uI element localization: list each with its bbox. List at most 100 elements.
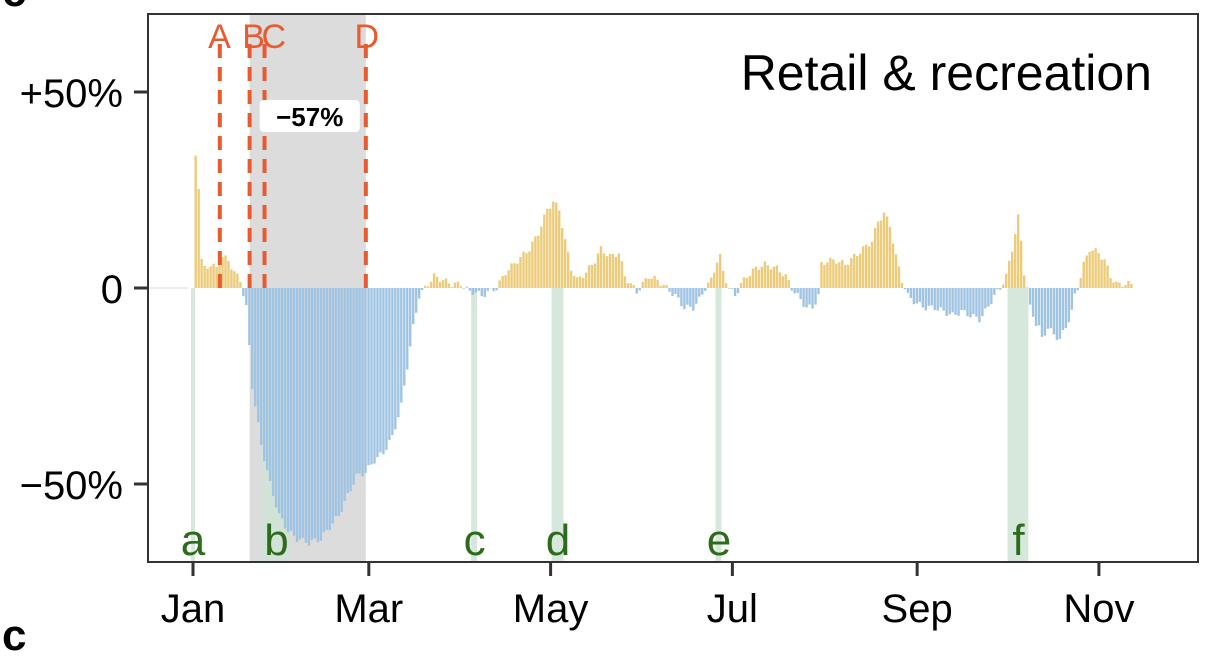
bar-day-72: [403, 288, 406, 386]
bar-day-140: [605, 256, 609, 288]
bar-day-45: [322, 288, 326, 533]
bar-day-113: [525, 253, 528, 288]
bar-day-312: [1118, 282, 1121, 288]
bar-day-199: [781, 276, 784, 288]
bar-day-50: [337, 288, 340, 516]
bar-day-296: [1070, 288, 1073, 310]
bar-day-316: [1130, 284, 1133, 288]
bar-day-109: [513, 263, 516, 288]
bar-day-8: [212, 263, 215, 288]
shaded-period-label-box: [259, 100, 360, 132]
bar-day-204: [796, 288, 799, 293]
bar-day-151: [638, 288, 641, 291]
bar-day-96: [474, 288, 477, 293]
bar-day-272: [999, 288, 1002, 290]
bar-day-270: [993, 288, 996, 295]
bar-day-94: [468, 288, 472, 291]
bar-day-11: [221, 257, 224, 288]
x-tick-label-3: Jul: [707, 587, 758, 631]
bar-day-253: [942, 288, 945, 311]
bar-day-197: [775, 265, 778, 288]
bar-day-75: [412, 288, 415, 325]
bar-day-251: [936, 288, 939, 311]
holiday-label-c: c: [464, 516, 486, 565]
bar-day-16: [236, 273, 239, 288]
bar-day-128: [569, 270, 573, 288]
bar-day-39: [304, 288, 308, 543]
bar-day-9: [215, 267, 218, 288]
bar-day-185: [739, 283, 743, 288]
bar-day-147: [626, 283, 629, 288]
bar-day-241: [906, 288, 910, 293]
bar-day-208: [808, 288, 811, 305]
bar-day-64: [379, 288, 382, 453]
bar-day-293: [1061, 288, 1065, 330]
bar-day-74: [409, 288, 412, 347]
bar-day-262: [969, 288, 972, 318]
bar-day-127: [566, 252, 570, 288]
bar-day-139: [602, 253, 606, 288]
bar-day-116: [534, 236, 537, 288]
bar-day-125: [561, 228, 564, 288]
bar-day-48: [331, 288, 334, 524]
bar-day-29: [274, 288, 278, 508]
shaded-period-label: −57%: [276, 102, 343, 132]
bar-day-164: [677, 288, 680, 298]
bar-day-228: [867, 246, 871, 288]
x-tick-label-5: Nov: [1063, 587, 1134, 631]
x-tick-label-2: May: [513, 587, 589, 631]
bar-day-189: [751, 268, 755, 288]
bar-day-135: [590, 264, 594, 288]
bar-day-244: [915, 288, 919, 304]
bar-day-229: [870, 241, 874, 288]
bar-day-261: [966, 288, 969, 317]
y-tick-label-1: 0: [101, 268, 123, 312]
bar-day-276: [1011, 251, 1014, 288]
bar-day-207: [805, 288, 808, 308]
bar-day-37: [298, 288, 302, 540]
bar-day-108: [510, 263, 513, 288]
bar-day-179: [721, 270, 725, 288]
bar-day-230: [873, 228, 877, 288]
bar-day-169: [692, 288, 695, 311]
bar-day-85: [441, 280, 445, 288]
bar-day-287: [1043, 288, 1047, 336]
bar-day-118: [540, 226, 543, 288]
bar-day-15: [233, 271, 236, 288]
bar-day-22: [254, 288, 257, 407]
bar-day-112: [522, 251, 525, 288]
bar-day-308: [1106, 265, 1109, 288]
bar-day-146: [623, 276, 626, 288]
bar-day-232: [879, 220, 883, 288]
bar-day-102: [492, 288, 495, 292]
bar-day-58: [361, 288, 364, 477]
bar-day-247: [924, 288, 927, 311]
bar-day-160: [665, 284, 668, 288]
bar-day-221: [847, 264, 850, 288]
bar-day-220: [844, 264, 847, 288]
bar-day-193: [763, 261, 767, 288]
bar-day-218: [838, 262, 841, 288]
bar-day-150: [635, 288, 638, 294]
bar-day-71: [400, 288, 403, 403]
bar-day-173: [704, 288, 707, 291]
bar-day-257: [954, 288, 957, 315]
bar-day-206: [802, 288, 805, 307]
bar-day-129: [572, 276, 576, 288]
x-tick-label-4: Sep: [882, 587, 953, 631]
retail-recreation-chart: A BC D −57% a b c d e f Retail & recreation +50% 0 −5…: [20, 13, 1199, 631]
bar-day-269: [990, 288, 993, 305]
bar-day-184: [736, 288, 740, 294]
bar-day-34: [289, 288, 293, 531]
bar-day-288: [1046, 288, 1050, 329]
bar-day-280: [1022, 275, 1026, 288]
holiday-band-e: [715, 288, 722, 562]
bar-day-152: [641, 281, 644, 288]
bar-day-5: [203, 265, 206, 288]
bar-day-278: [1016, 214, 1020, 288]
x-tick-label-0: Jan: [161, 587, 226, 631]
bar-day-306: [1100, 259, 1103, 288]
event-label-b: B: [242, 18, 263, 56]
bar-day-157: [656, 279, 659, 288]
bar-day-55: [352, 288, 355, 485]
